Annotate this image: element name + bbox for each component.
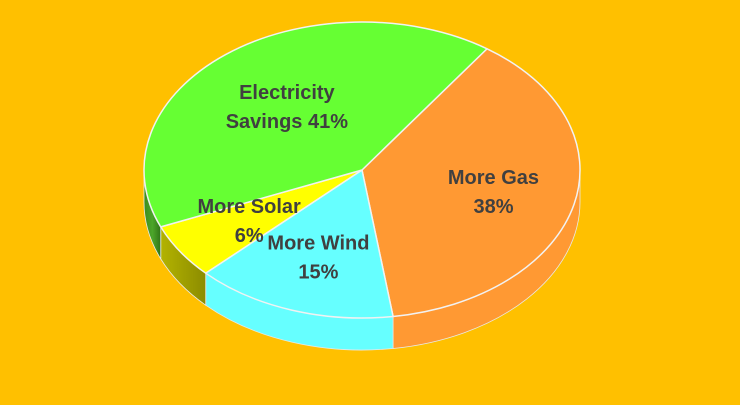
pie-depth-layer [143,169,581,351]
pie-slice-label-more-solar-6: More Solar 6% [197,196,301,247]
pie-slice-label-electricity-savings-41: Electricity Savings 41% [226,82,349,133]
pie-slice-more-gas-38 [361,48,581,318]
pie-slice-label-more-wind-15: More Wind 15% [267,232,369,283]
pie-slice-electricity-savings-41 [143,21,488,228]
pie-slice-more-wind-15 [204,169,394,319]
pie-slice-label-more-gas-38: More Gas 38% [448,167,539,218]
pie-slices-layer [143,21,581,319]
pie-labels-layer: More Gas 38% More Wind 15%More Solar 6% Elect… [197,82,539,283]
